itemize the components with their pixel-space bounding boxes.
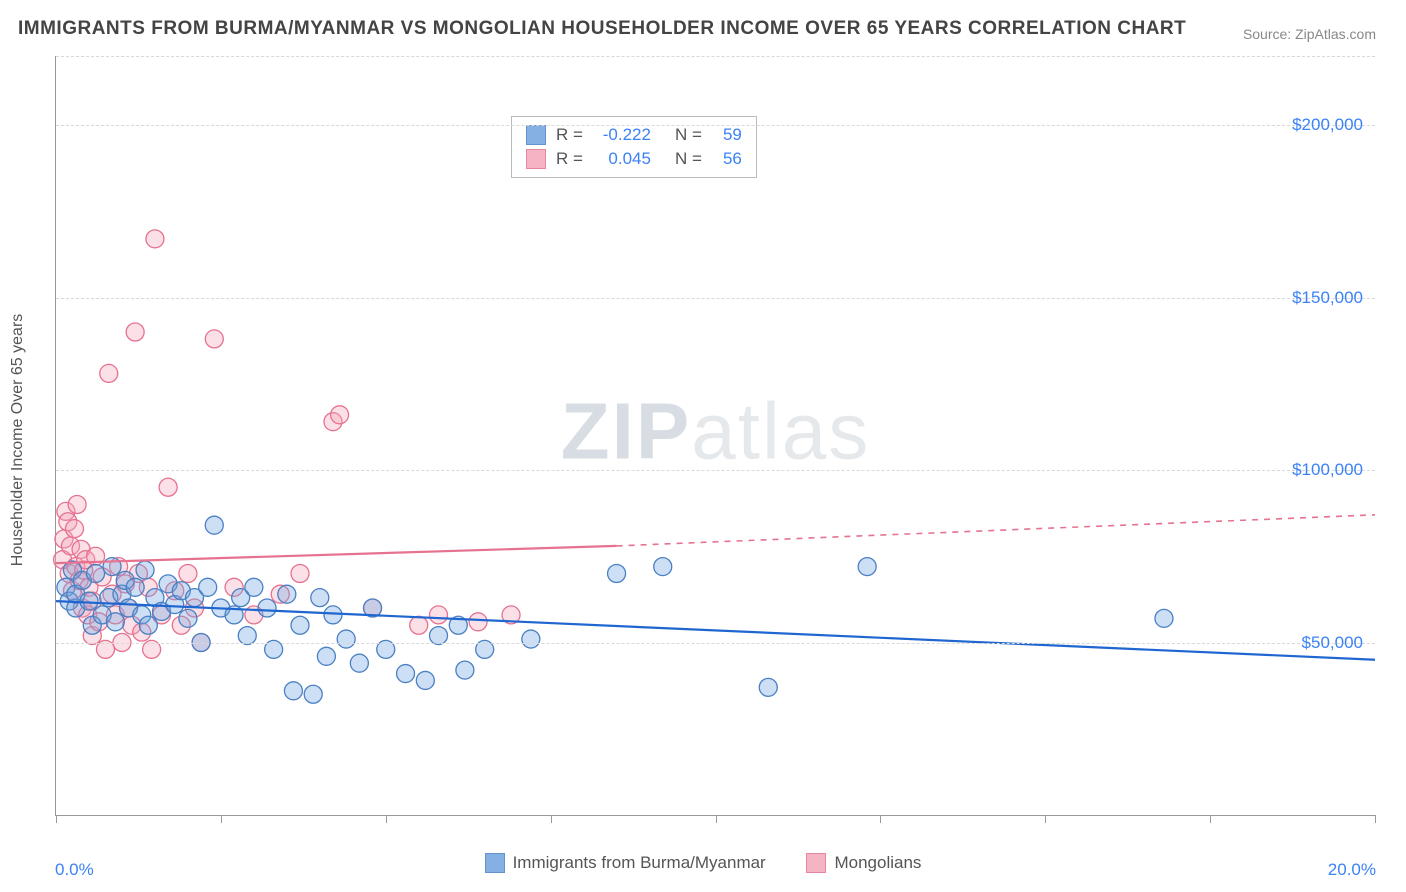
y-tick-label: $150,000 (1292, 288, 1363, 308)
data-point (106, 613, 124, 631)
legend-r-value-1: -0.222 (593, 125, 651, 145)
data-point (608, 565, 626, 583)
x-tick (386, 815, 387, 823)
swatch-series1 (526, 125, 546, 145)
data-point (311, 589, 329, 607)
data-point (430, 606, 448, 624)
gridline-h (56, 125, 1375, 126)
data-point (159, 478, 177, 496)
legend-r-label: R = (556, 149, 583, 169)
source-attribution: Source: ZipAtlas.com (1243, 26, 1376, 42)
x-tick (880, 815, 881, 823)
data-point (759, 678, 777, 696)
data-point (291, 616, 309, 634)
y-axis-title: Householder Income Over 65 years (9, 314, 27, 567)
legend-item-series1: Immigrants from Burma/Myanmar (485, 853, 766, 873)
data-point (284, 682, 302, 700)
x-tick (1045, 815, 1046, 823)
y-tick-label: $50,000 (1302, 633, 1363, 653)
legend-series: Immigrants from Burma/Myanmar Mongolians (0, 853, 1406, 878)
gridline-h (56, 470, 1375, 471)
data-point (337, 630, 355, 648)
data-point (324, 606, 342, 624)
legend-r-value-2: 0.045 (593, 149, 651, 169)
legend-n-value-2: 56 (712, 149, 742, 169)
data-point (278, 585, 296, 603)
data-point (522, 630, 540, 648)
x-tick (56, 815, 57, 823)
chart-title: IMMIGRANTS FROM BURMA/MYANMAR VS MONGOLI… (18, 18, 1186, 40)
swatch-series1 (485, 853, 505, 873)
trend-line-extrapolated (617, 515, 1375, 546)
trend-line (56, 546, 617, 563)
data-point (87, 565, 105, 583)
legend-label-series1: Immigrants from Burma/Myanmar (513, 853, 766, 873)
data-point (179, 609, 197, 627)
swatch-series2 (526, 149, 546, 169)
gridline-h (56, 643, 1375, 644)
data-point (469, 613, 487, 631)
data-point (139, 616, 157, 634)
legend-n-label: N = (675, 149, 702, 169)
data-point (654, 558, 672, 576)
legend-row-series1: R = -0.222 N = 59 (526, 123, 742, 147)
y-tick-label: $200,000 (1292, 115, 1363, 135)
data-point (410, 616, 428, 634)
x-tick (221, 815, 222, 823)
data-point (65, 520, 83, 538)
data-point (858, 558, 876, 576)
data-point (245, 578, 263, 596)
data-point (317, 647, 335, 665)
legend-n-value-1: 59 (712, 125, 742, 145)
data-point (80, 592, 98, 610)
data-point (126, 578, 144, 596)
plot-area: ZIPatlas R = -0.222 N = 59 R = 0.045 N =… (55, 56, 1375, 816)
data-point (456, 661, 474, 679)
data-point (291, 565, 309, 583)
data-point (68, 496, 86, 514)
x-tick (551, 815, 552, 823)
data-point (416, 671, 434, 689)
y-tick-label: $100,000 (1292, 460, 1363, 480)
data-point (397, 665, 415, 683)
gridline-h (56, 56, 1375, 57)
data-point (146, 230, 164, 248)
data-point (126, 323, 144, 341)
legend-row-series2: R = 0.045 N = 56 (526, 147, 742, 171)
data-point (1155, 609, 1173, 627)
legend-item-series2: Mongolians (806, 853, 921, 873)
x-tick (1210, 815, 1211, 823)
data-point (100, 364, 118, 382)
data-point (258, 599, 276, 617)
x-tick (1375, 815, 1376, 823)
data-point (350, 654, 368, 672)
swatch-series2 (806, 853, 826, 873)
x-tick (716, 815, 717, 823)
gridline-h (56, 298, 1375, 299)
legend-label-series2: Mongolians (834, 853, 921, 873)
data-point (179, 565, 197, 583)
data-point (199, 578, 217, 596)
legend-n-label: N = (675, 125, 702, 145)
data-point (205, 516, 223, 534)
chart-container: IMMIGRANTS FROM BURMA/MYANMAR VS MONGOLI… (0, 0, 1406, 892)
data-point (331, 406, 349, 424)
legend-r-label: R = (556, 125, 583, 145)
data-point (136, 561, 154, 579)
data-point (205, 330, 223, 348)
data-point (304, 685, 322, 703)
